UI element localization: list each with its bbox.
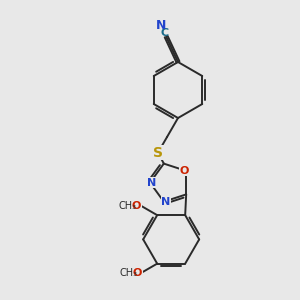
Text: N: N — [147, 178, 157, 188]
Text: C: C — [160, 28, 169, 38]
Text: CH₃: CH₃ — [119, 268, 138, 278]
Text: O: O — [179, 166, 189, 176]
Text: O: O — [133, 268, 142, 278]
Text: S: S — [153, 146, 163, 160]
Text: O: O — [132, 201, 141, 211]
Text: CH₃: CH₃ — [118, 201, 137, 211]
Text: N: N — [161, 197, 170, 207]
Text: N: N — [156, 19, 166, 32]
